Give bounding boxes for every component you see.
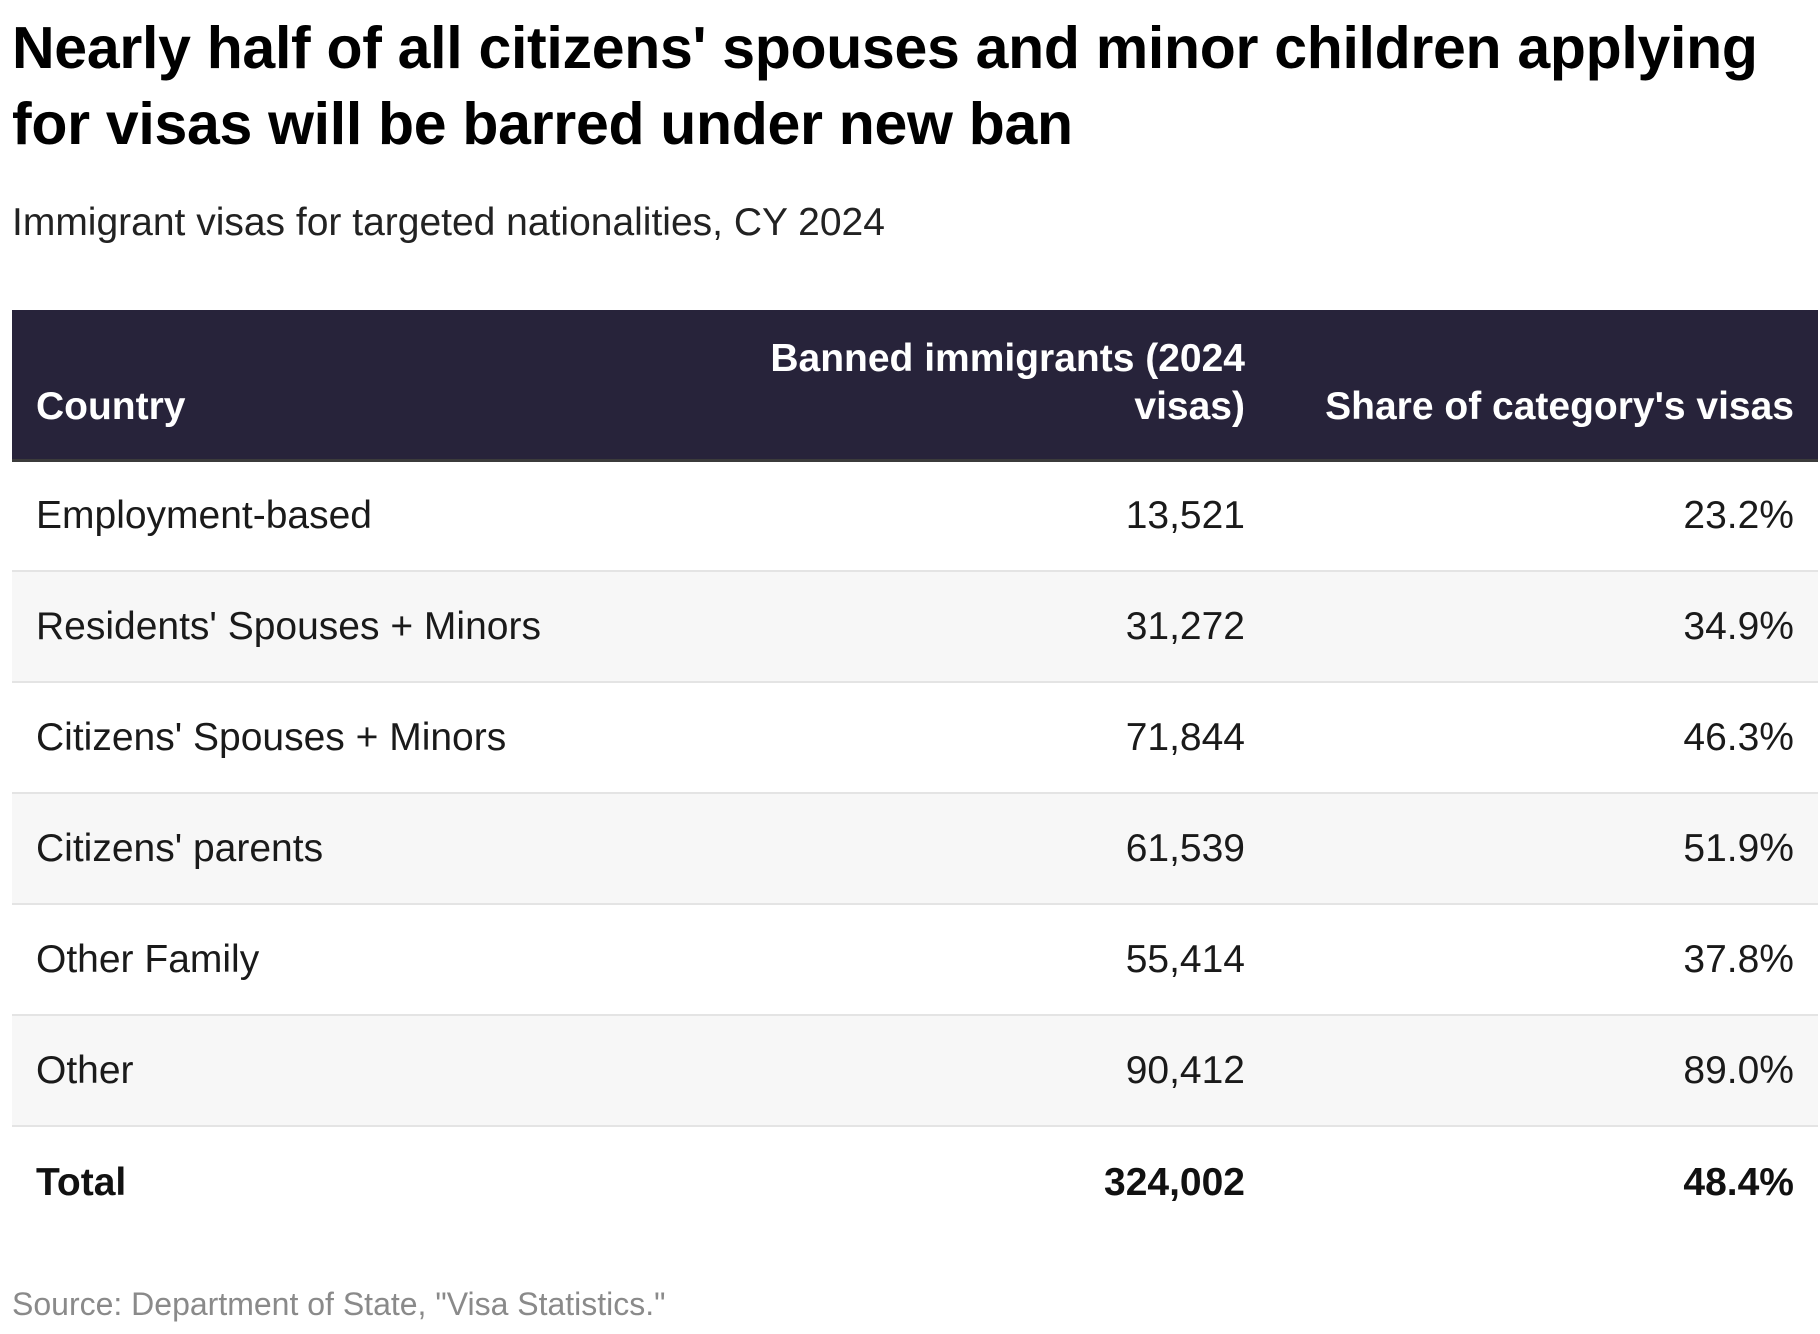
source-note: Source: Department of State, "Visa Stati… [12, 1286, 666, 1322]
cell-share: 34.9% [1683, 604, 1794, 648]
chart-container: Nearly half of all citizens' spouses and… [12, 10, 1818, 1238]
cell-banned-count: 61,539 [1125, 826, 1245, 870]
cell-total-label: Total [36, 1160, 127, 1204]
chart-title: Nearly half of all citizens' spouses and… [12, 15, 1758, 157]
table-total-row: Total 324,002 48.4% [12, 1126, 1818, 1238]
cell-total-banned-count: 324,002 [1104, 1160, 1245, 1204]
cell-share: 46.3% [1683, 715, 1794, 759]
visa-table: Country Banned immigrants (2024 visas) S… [12, 310, 1818, 1238]
cell-share: 51.9% [1683, 826, 1794, 870]
column-header-share: Share of category's visas [1269, 310, 1818, 462]
cell-category: Citizens' Spouses + Minors [36, 715, 507, 759]
cell-category: Employment-based [36, 493, 372, 537]
cell-share: 23.2% [1683, 493, 1794, 537]
cell-category: Citizens' parents [36, 826, 324, 870]
cell-share: 89.0% [1683, 1048, 1794, 1092]
cell-banned-count: 90,412 [1125, 1048, 1245, 1092]
table-row: Residents' Spouses + Minors 31,272 34.9% [12, 571, 1818, 682]
cell-banned-count: 55,414 [1125, 937, 1245, 981]
chart-subtitle: Immigrant visas for targeted nationaliti… [12, 201, 885, 244]
table-header-row: Country Banned immigrants (2024 visas) S… [12, 310, 1818, 462]
table-row: Citizens' Spouses + Minors 71,844 46.3% [12, 682, 1818, 793]
cell-total-share: 48.4% [1683, 1160, 1794, 1204]
cell-share: 37.8% [1683, 937, 1794, 981]
table-row: Citizens' parents 61,539 51.9% [12, 793, 1818, 904]
cell-category: Residents' Spouses + Minors [36, 604, 541, 648]
column-header-country: Country [12, 310, 732, 462]
cell-category: Other Family [36, 937, 260, 981]
table-row: Other Family 55,414 37.8% [12, 904, 1818, 1015]
column-header-banned-immigrants: Banned immigrants (2024 visas) [732, 310, 1269, 462]
table-row: Other 90,412 89.0% [12, 1015, 1818, 1126]
cell-banned-count: 71,844 [1125, 715, 1245, 759]
cell-banned-count: 13,521 [1125, 493, 1245, 537]
cell-banned-count: 31,272 [1125, 604, 1245, 648]
cell-category: Other [36, 1048, 134, 1092]
table-row: Employment-based 13,521 23.2% [12, 460, 1818, 571]
